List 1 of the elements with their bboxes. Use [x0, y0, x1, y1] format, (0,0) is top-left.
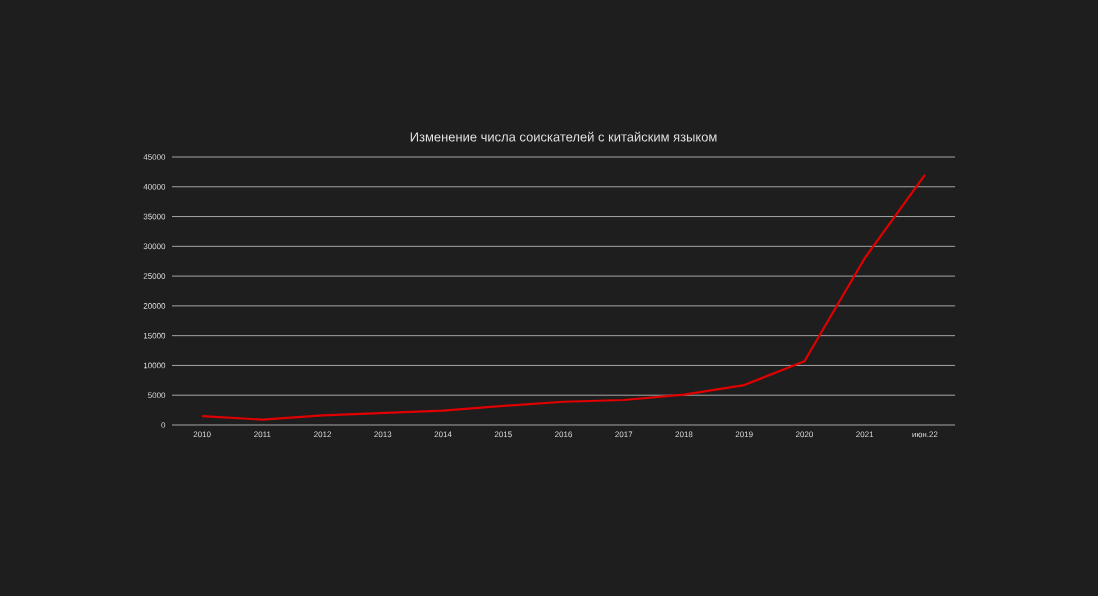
chart-title: Изменение числа соискателей с китайским языком: [410, 131, 717, 142]
